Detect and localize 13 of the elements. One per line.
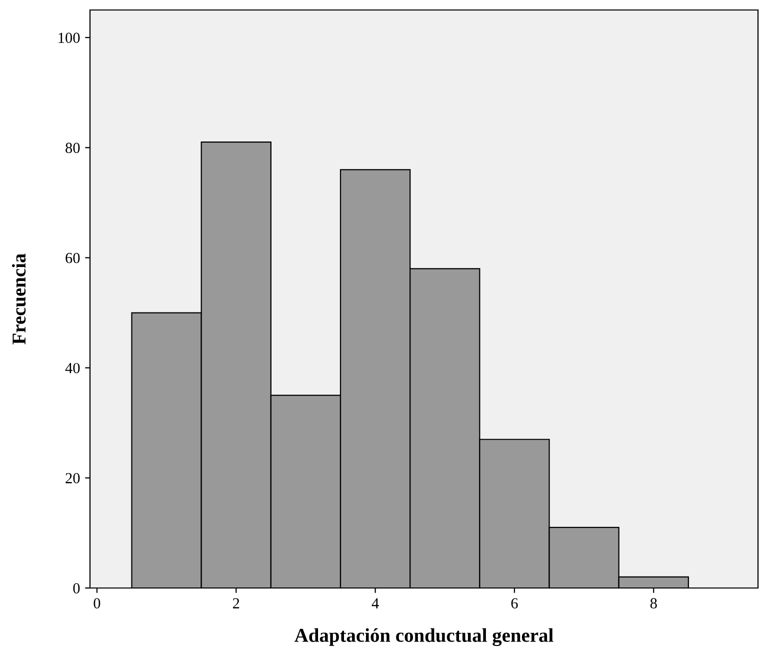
y-tick-label: 60 [66, 252, 80, 264]
x-tick-label: 8 [650, 598, 657, 608]
x-tick-label: 4 [372, 598, 379, 608]
y-tick-label: 0 [73, 583, 80, 594]
x-tick-label: 6 [511, 598, 518, 608]
y-tick-label: 20 [66, 473, 80, 484]
y-axis-title: Frecuencia [12, 254, 26, 344]
x-axis-title: Adaptación conductual general [294, 628, 554, 646]
x-tick-label: 2 [232, 598, 240, 608]
y-tick-label: 100 [58, 32, 80, 43]
x-tick-label: 0 [94, 598, 100, 608]
y-tick-label: 40 [65, 362, 80, 374]
y-tick-label: 80 [66, 142, 80, 154]
